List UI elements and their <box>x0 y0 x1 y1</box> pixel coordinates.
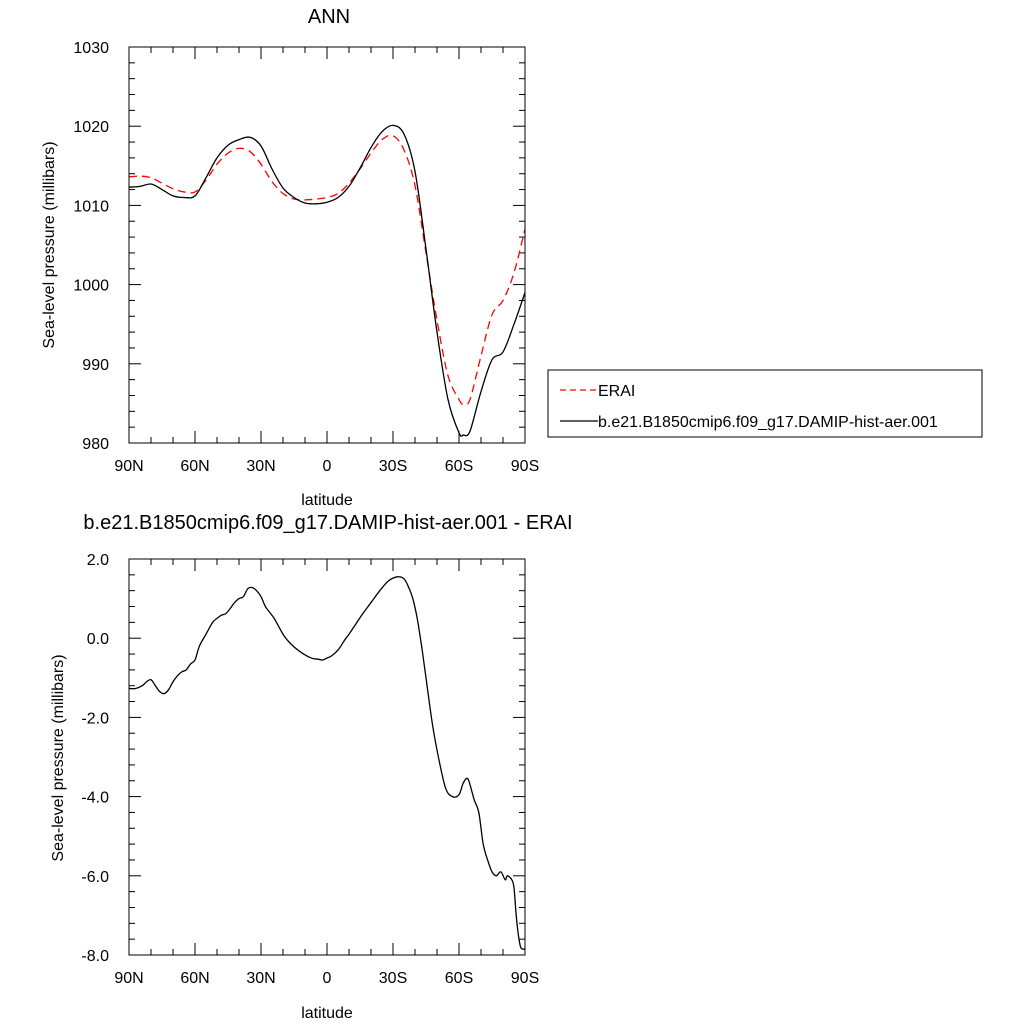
bottom-series-lines <box>128 576 526 950</box>
bottom-tick-labels: 90N 60N 30N 0 30S 60S 90S -8.0 -6.0 -4.0 -2.0 0.0 2.… <box>81 552 539 987</box>
y-tick-label: 980 <box>82 436 109 453</box>
y-tick-label: 1030 <box>73 40 109 57</box>
y-tick-label: 2.0 <box>87 552 109 569</box>
y-tick-label: 1010 <box>73 198 109 215</box>
bottom-tick-marks <box>128 558 526 956</box>
bottom-x-axis-label: latitude <box>301 1005 353 1022</box>
y-tick-label: -8.0 <box>81 948 109 965</box>
bottom-chart-title: b.e21.B1850cmip6.f09_g17.DAMIP-hist-aer.… <box>83 512 572 534</box>
legend-label-erai: ERAI <box>598 383 635 400</box>
y-tick-label: -4.0 <box>81 790 109 807</box>
x-tick-label: 90S <box>511 458 539 475</box>
top-tick-marks <box>128 46 526 444</box>
x-tick-label: 30S <box>379 970 407 987</box>
x-tick-label: 60S <box>445 458 473 475</box>
x-tick-label: 90N <box>114 458 143 475</box>
x-tick-label: 60N <box>180 458 209 475</box>
x-tick-label: 90S <box>511 970 539 987</box>
x-tick-label: 90N <box>114 970 143 987</box>
top-x-axis-label: latitude <box>301 492 353 509</box>
legend-label-model: b.e21.B1850cmip6.f09_g17.DAMIP-hist-aer.… <box>598 414 938 431</box>
y-tick-label: -6.0 <box>81 869 109 886</box>
legend-box <box>547 369 983 438</box>
top-y-axis-label: Sea-level pressure (millibars) <box>41 141 58 348</box>
x-tick-label: 0 <box>323 970 332 987</box>
y-tick-label: 0.0 <box>87 631 109 648</box>
x-tick-label: 30S <box>379 458 407 475</box>
series-line-model <box>128 124 526 437</box>
x-tick-label: 60S <box>445 970 473 987</box>
y-tick-label: 990 <box>82 357 109 374</box>
y-tick-label: 1020 <box>73 119 109 136</box>
top-chart-title: ANN <box>308 6 350 28</box>
x-tick-label: 0 <box>323 458 332 475</box>
bottom-y-axis-label: Sea-level pressure (millibars) <box>50 654 67 861</box>
top-series-lines <box>128 124 526 437</box>
series-line-erai <box>128 134 526 406</box>
x-tick-label: 30N <box>246 458 275 475</box>
x-tick-label: 60N <box>180 970 209 987</box>
x-tick-label: 30N <box>246 970 275 987</box>
bottom-plot-frame <box>128 558 526 956</box>
top-plot-frame <box>128 46 526 444</box>
top-tick-labels: 90N 60N 30N 0 30S 60S 90S 980 990 1000 1010 1020 103… <box>73 40 539 475</box>
bottom-panel: b.e21.B1850cmip6.f09_g17.DAMIP-hist-aer.… <box>50 512 573 1022</box>
series-line-model <box>128 576 526 950</box>
y-tick-label: -2.0 <box>81 710 109 727</box>
y-tick-label: 1000 <box>73 278 109 295</box>
top-panel: ANN 90N 60N 30N 0 30S 60S 90S 980 990 1000 1010 102… <box>41 6 539 509</box>
legend: ERAI b.e21.B1850cmip6.f09_g17.DAMIP-hist… <box>547 369 983 438</box>
